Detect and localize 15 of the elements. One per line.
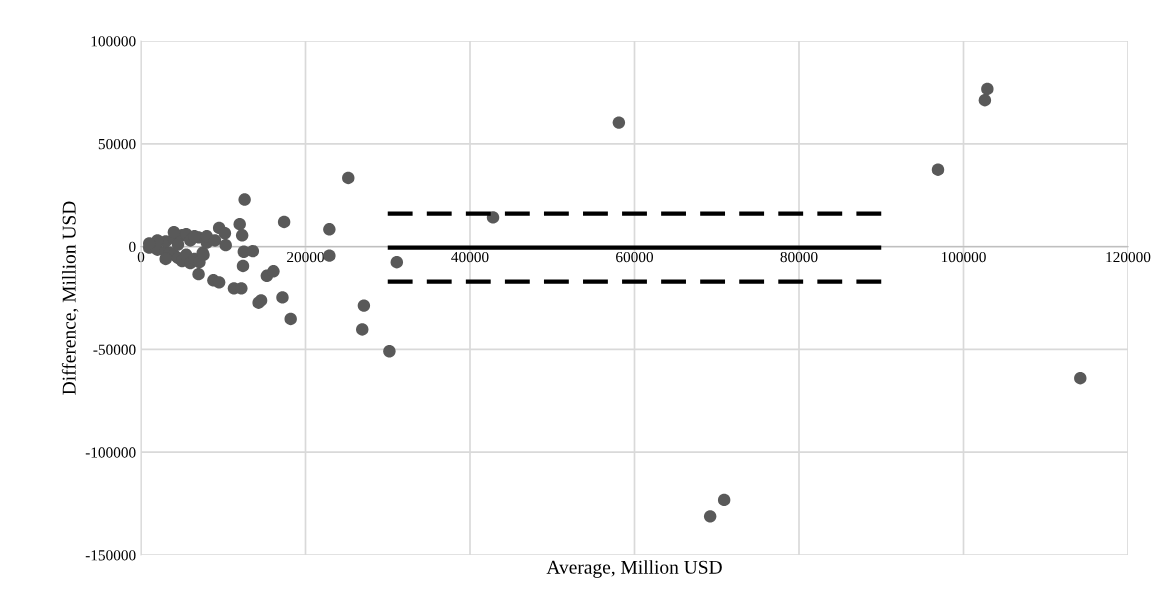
y-tick-label: 0: [129, 241, 136, 253]
y-tick-label: -50000: [93, 344, 136, 355]
x-tick-label: 60000: [616, 251, 654, 263]
x-tick-label: 100000: [941, 251, 986, 263]
y-axis-title: Difference, Million USD: [61, 201, 79, 395]
y-tick-label: -150000: [85, 550, 136, 561]
x-tick-label: 40000: [451, 251, 489, 263]
y-tick-label: -100000: [85, 447, 136, 458]
x-tick-label: 20000: [287, 251, 325, 263]
x-tick-label: 80000: [780, 251, 818, 263]
x-tick-label: 120000: [1106, 251, 1151, 263]
x-axis-title: Average, Million USD: [546, 560, 722, 578]
y-tick-label: 50000: [98, 138, 136, 150]
x-tick-label: 0: [137, 251, 145, 263]
y-tick-label: 100000: [91, 36, 136, 47]
